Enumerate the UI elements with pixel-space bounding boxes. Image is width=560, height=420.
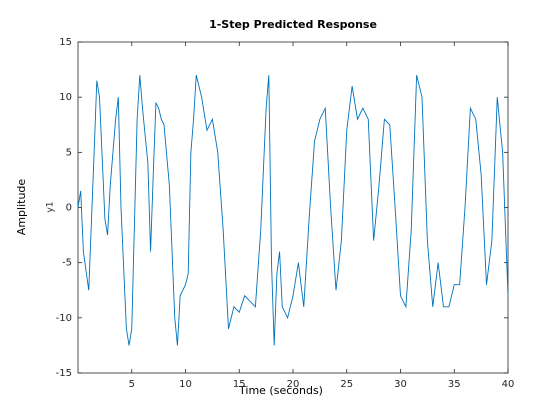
x-tick-label: 5 — [129, 379, 135, 390]
x-axis-label: Time (seconds) — [238, 384, 323, 397]
y-tick-label: -5 — [62, 258, 72, 269]
x-tick-label: 35 — [448, 379, 461, 390]
y-tick-label: -15 — [56, 368, 72, 379]
y-tick-label: -10 — [56, 313, 72, 324]
chart-title: 1-Step Predicted Response — [209, 18, 377, 31]
y-sublabel: y1 — [46, 201, 56, 212]
y-tick-label: 5 — [66, 147, 72, 158]
x-tick-label: 30 — [394, 379, 407, 390]
y-axis-label: Amplitude — [15, 179, 28, 236]
y-tick-label: 0 — [66, 203, 72, 214]
x-tick-label: 20 — [287, 379, 300, 390]
x-tick-label: 15 — [233, 379, 246, 390]
x-tick-label: 10 — [179, 379, 192, 390]
data-line — [77, 74, 509, 346]
x-tick-label: 40 — [502, 379, 515, 390]
x-tick-label: 25 — [340, 379, 353, 390]
y-tick-label: 10 — [59, 92, 72, 103]
y-tick-label: 15 — [59, 37, 72, 48]
